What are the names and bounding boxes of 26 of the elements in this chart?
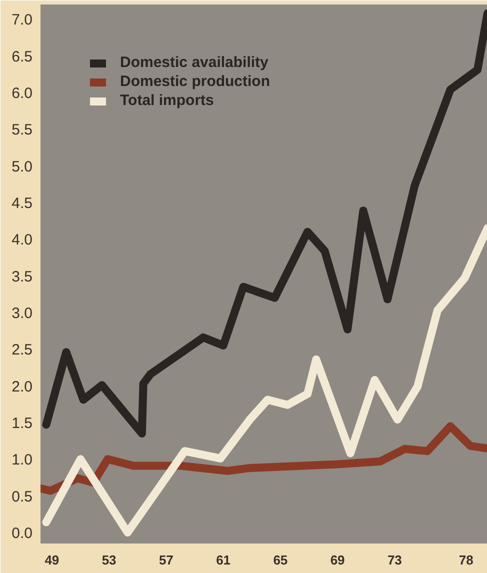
x-tick-label: 69	[330, 552, 345, 568]
x-tick-label: 49	[44, 552, 60, 568]
y-tick-label: 5.0	[12, 158, 33, 176]
y-tick-label: 0.0	[12, 525, 33, 542]
y-tick-label: 1.5	[12, 415, 33, 432]
y-tick-label: 6.5	[12, 48, 33, 66]
x-tick-label: 73	[387, 552, 402, 568]
x-tick-label: 53	[102, 552, 116, 568]
legend-label: Total imports	[120, 92, 214, 109]
y-tick-label: 2.5	[12, 342, 33, 359]
y-tick-label: 2.0	[12, 378, 33, 396]
x-tick-label: 57	[158, 552, 174, 568]
legend-label: Domestic availability	[120, 54, 268, 71]
y-tick-label: 4.0	[12, 232, 33, 249]
y-tick-label: 1.0	[12, 452, 33, 469]
y-tick-label: 0.5	[12, 488, 33, 506]
y-tick-label: 5.5	[12, 122, 33, 139]
x-tick-label: 65	[273, 552, 288, 568]
legend-label: Domestic production	[120, 73, 270, 90]
x-tick-label: 61	[216, 552, 231, 568]
y-tick-label: 4.5	[12, 195, 33, 212]
y-tick-label: 7.0	[12, 12, 33, 29]
y-tick-label: 6.0	[12, 85, 33, 102]
x-tick-label: 78	[458, 552, 474, 568]
y-tick-label: 3.5	[12, 268, 33, 286]
y-tick-label: 3.0	[12, 305, 33, 322]
